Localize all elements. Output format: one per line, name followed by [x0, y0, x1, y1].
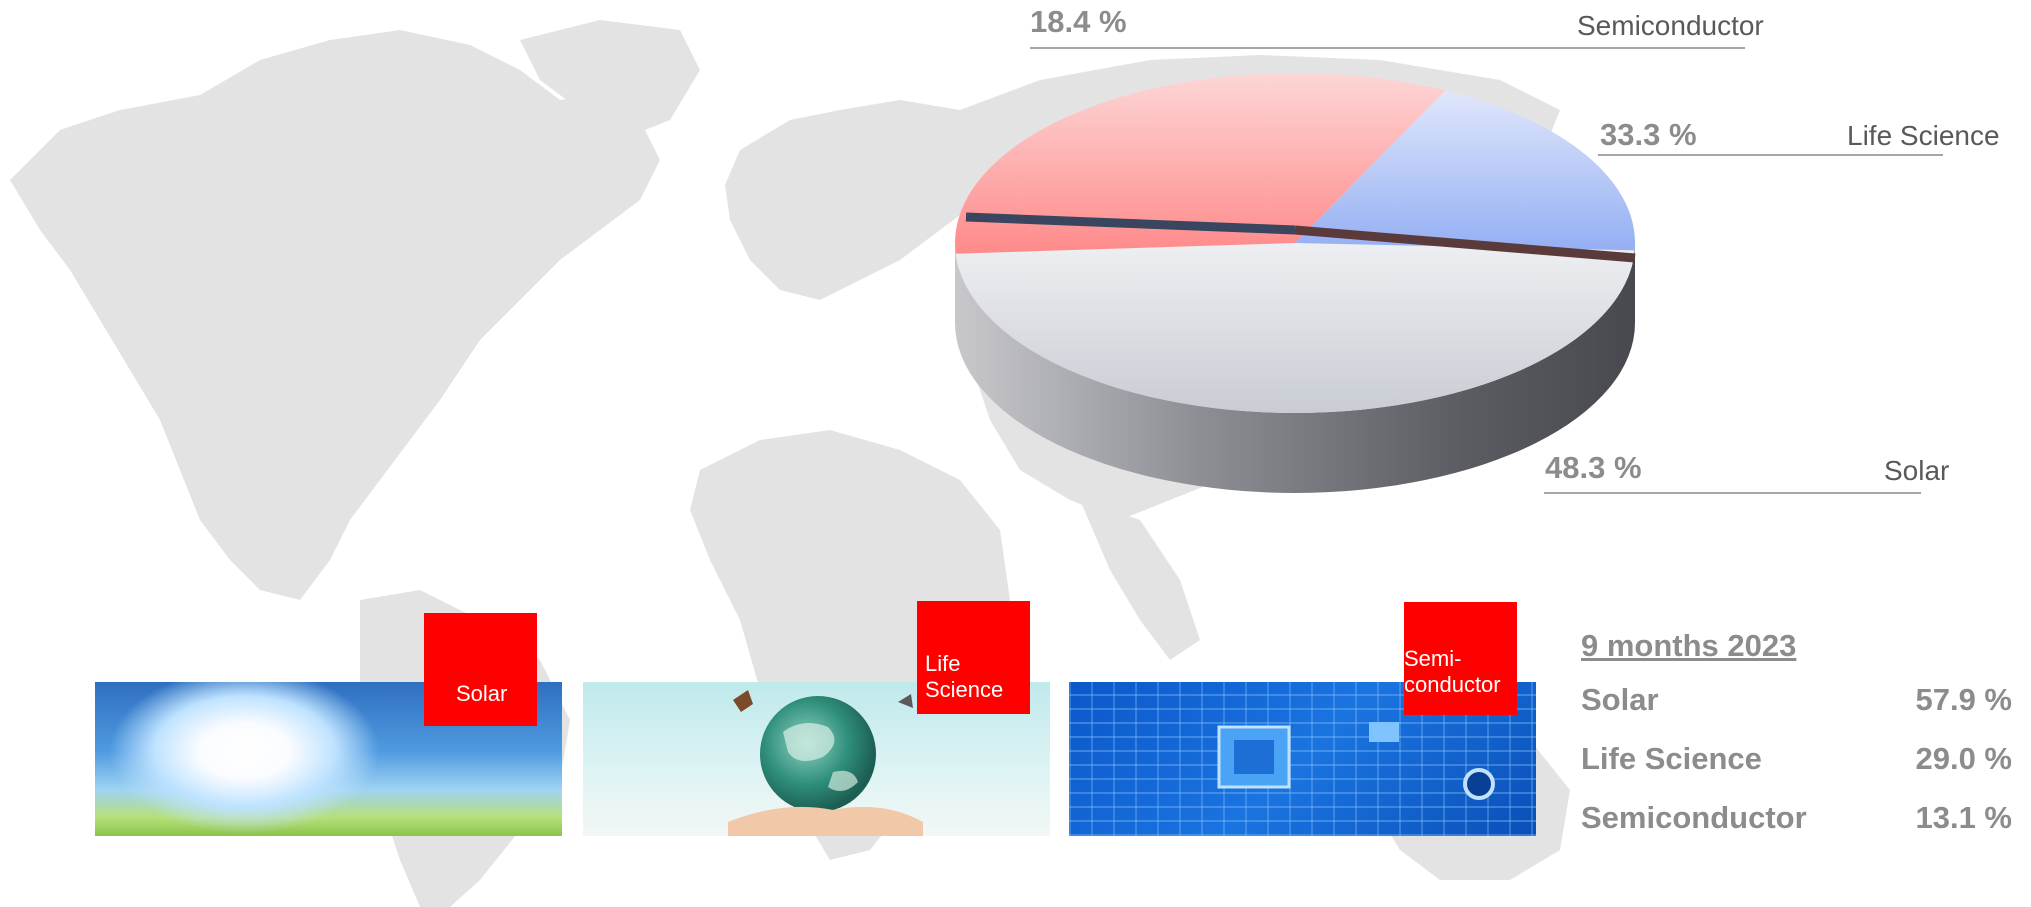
ytd-title: 9 months 2023	[1581, 628, 1797, 663]
pie-slice-solar	[955, 243, 1635, 413]
pie-value-semiconductor: 18.4 %	[1030, 4, 1127, 39]
ytd-row-semiconductor: Semiconductor 13.1 %	[1581, 800, 2012, 836]
pie-side-wall	[955, 243, 1635, 493]
pie-value-life-science: 33.3 %	[1600, 117, 1697, 152]
pie-divider-semi	[965, 212, 1296, 235]
pie-slice-semiconductor	[1295, 90, 1636, 251]
circuit-board-icon	[1217, 722, 1495, 800]
ytd-label: Solar	[1581, 682, 1659, 717]
globe-in-hands-icon	[728, 690, 923, 836]
leader-rule-semiconductor	[1030, 47, 1745, 49]
leader-rule-solar	[1544, 492, 1921, 494]
ytd-label: Semiconductor	[1581, 800, 1807, 835]
pie-divider-life	[1294, 225, 1636, 263]
ytd-value: 57.9 %	[1915, 682, 2012, 717]
pie-label-life-science: Life Science	[1847, 120, 2000, 151]
ytd-row-solar: Solar 57.9 %	[1581, 682, 2012, 718]
pie-label-semiconductor: Semiconductor	[1577, 10, 1764, 41]
ytd-row-life-science: Life Science 29.0 %	[1581, 741, 2012, 777]
pie-label-solar: Solar	[1884, 455, 1950, 486]
ytd-value: 13.1 %	[1915, 800, 2012, 835]
ytd-label: Life Science	[1581, 741, 1762, 776]
life-science-tag: Life Science	[917, 601, 1030, 714]
leader-rule-life-science	[1598, 154, 1943, 156]
solar-tag: Solar	[424, 613, 537, 726]
semiconductor-tag: Semi- conductor	[1404, 602, 1517, 715]
pie-value-solar: 48.3 %	[1545, 450, 1642, 485]
pie-slice-life-science	[955, 72, 1446, 254]
ytd-value: 29.0 %	[1915, 741, 2012, 776]
